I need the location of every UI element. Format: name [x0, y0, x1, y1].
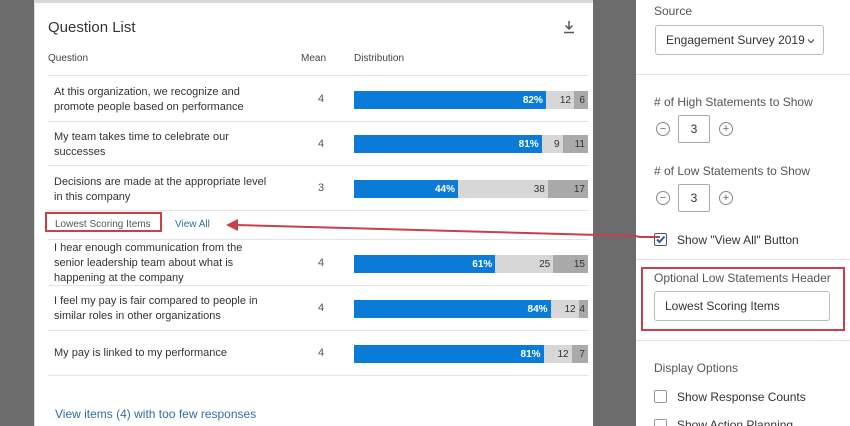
- row-divider: [48, 210, 588, 211]
- mean-value: 4: [318, 347, 325, 359]
- bar-neutral: 12: [545, 91, 574, 109]
- bar-positive: 81%: [354, 345, 544, 363]
- mean-value: 3: [318, 182, 325, 194]
- mean-value: 4: [318, 302, 325, 314]
- column-header-distribution: Distribution: [354, 53, 405, 64]
- source-label: Source: [654, 4, 693, 18]
- distribution-bar: 61% 25 15: [354, 255, 588, 273]
- question-text: Decisions are made at the appropriate le…: [54, 176, 267, 203]
- checkmark-icon: [656, 235, 666, 244]
- distribution-bar: 44% 38 17: [354, 180, 588, 198]
- response-counts-label: Show Response Counts: [677, 390, 806, 404]
- table-row: Decisions are made at the appropriate le…: [48, 165, 588, 210]
- bar-neutral: 25: [495, 255, 554, 273]
- low-statements-label: # of Low Statements to Show: [654, 164, 811, 178]
- bar-positive: 81%: [354, 135, 542, 153]
- question-text: My pay is linked to my performance: [54, 347, 228, 359]
- distribution-bar: 82% 12 6: [354, 91, 588, 109]
- card-title: Question List: [48, 19, 136, 36]
- column-header-mean: Mean: [301, 53, 327, 64]
- table-row: My pay is linked to my performance 4 81%…: [48, 330, 588, 375]
- bar-negative: 4: [578, 300, 588, 318]
- card-top-strip: [35, 0, 593, 3]
- view-all-link[interactable]: View All: [175, 219, 210, 230]
- low-decrement-button[interactable]: −: [656, 191, 670, 205]
- row-divider: [48, 375, 588, 376]
- view-all-checkbox-label: Show "View All" Button: [677, 233, 799, 247]
- mean-value: 4: [318, 138, 325, 150]
- bar-negative: 17: [547, 180, 588, 198]
- question-text: I feel my pay is fair compared to people…: [54, 295, 258, 322]
- question-list-card: Question List Question Mean Distribution…: [34, 0, 593, 426]
- high-increment-button[interactable]: +: [719, 122, 733, 136]
- bar-positive: 61%: [354, 255, 496, 273]
- bar-neutral: 9: [541, 135, 563, 153]
- bar-neutral: 12: [543, 345, 572, 363]
- bar-positive: 84%: [354, 300, 551, 318]
- mean-value: 4: [318, 257, 325, 269]
- low-increment-button[interactable]: +: [719, 191, 733, 205]
- question-text: My team takes time to celebrate our succe…: [54, 131, 229, 158]
- mean-value: 4: [318, 93, 325, 105]
- source-dropdown-value: Engagement Survey 2019: [666, 33, 805, 47]
- bar-negative: 7: [571, 345, 588, 363]
- chevron-down-icon: [807, 39, 815, 44]
- action-planning-label: Show Action Planning: [677, 418, 794, 426]
- distribution-bar: 81% 9 11: [354, 135, 588, 153]
- question-text: At this organization, we recognize and pr…: [54, 86, 244, 113]
- table-row: I feel my pay is fair compared to people…: [48, 285, 588, 330]
- action-planning-checkbox[interactable]: [654, 419, 667, 426]
- distribution-bar: 81% 12 7: [354, 345, 588, 363]
- high-decrement-button[interactable]: −: [656, 122, 670, 136]
- column-header-question: Question: [48, 53, 89, 64]
- optional-header-highlight: [641, 267, 845, 331]
- bar-negative: 6: [573, 91, 588, 109]
- divider: [636, 259, 850, 260]
- source-dropdown[interactable]: Engagement Survey 2019: [655, 25, 824, 55]
- bar-negative: 15: [553, 255, 588, 273]
- high-statements-label: # of High Statements to Show: [654, 95, 813, 109]
- settings-panel: Source Engagement Survey 2019 # of High …: [636, 0, 850, 426]
- bar-neutral: 38: [458, 180, 548, 198]
- divider: [636, 74, 850, 75]
- high-statements-input[interactable]: 3: [678, 115, 710, 143]
- few-responses-link[interactable]: View items (4) with too few responses: [55, 407, 257, 421]
- view-all-checkbox[interactable]: [654, 233, 667, 246]
- distribution-bar: 84% 12 4: [354, 300, 588, 318]
- download-icon[interactable]: [562, 20, 576, 34]
- bar-positive: 44%: [354, 180, 458, 198]
- display-options-label: Display Options: [654, 361, 739, 375]
- bar-negative: 11: [562, 135, 588, 153]
- low-statements-header: Lowest Scoring Items: [55, 219, 151, 230]
- table-row: At this organization, we recognize and pr…: [48, 75, 588, 121]
- low-header-highlight: [45, 212, 162, 232]
- table-row: My team takes time to celebrate our succe…: [48, 121, 588, 165]
- table-row: I hear enough communication from the seni…: [48, 239, 588, 285]
- bar-neutral: 12: [550, 300, 579, 318]
- optional-header-label: Optional Low Statements Header: [654, 271, 831, 285]
- question-text: I hear enough communication from the seni…: [54, 242, 243, 284]
- divider: [636, 340, 850, 341]
- optional-header-input[interactable]: Lowest Scoring Items: [654, 291, 830, 321]
- bar-positive: 82%: [354, 91, 546, 109]
- low-statements-input[interactable]: 3: [678, 184, 710, 212]
- response-counts-checkbox[interactable]: [654, 390, 667, 403]
